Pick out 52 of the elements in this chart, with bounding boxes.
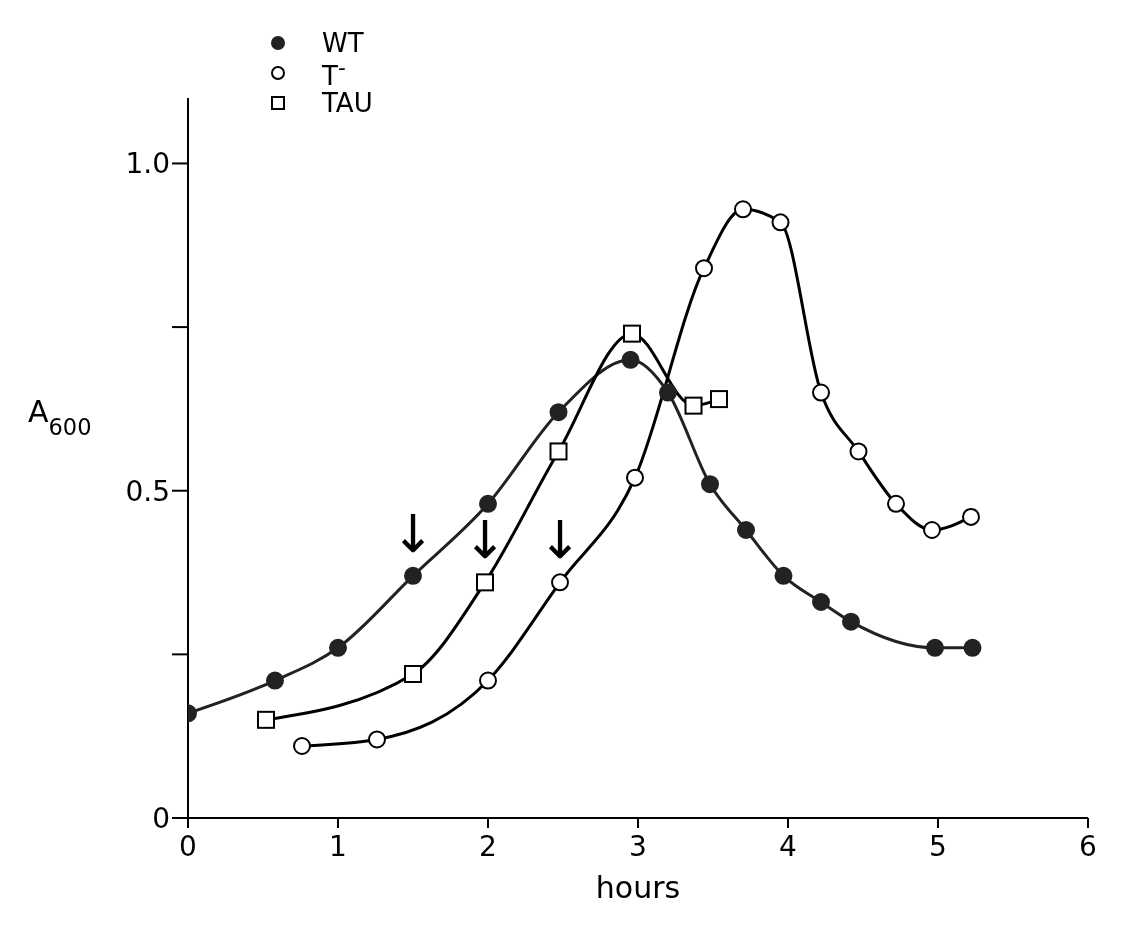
point xyxy=(293,737,311,755)
point xyxy=(266,671,284,690)
point xyxy=(479,671,497,690)
point xyxy=(962,507,980,526)
x-tick-label: 5 xyxy=(929,829,947,863)
point xyxy=(621,350,640,369)
point xyxy=(771,213,790,232)
legend-label: TAU xyxy=(322,88,373,118)
point xyxy=(479,494,497,513)
point xyxy=(549,403,568,422)
x-tick-label: 6 xyxy=(1079,829,1097,863)
point xyxy=(812,593,830,611)
point xyxy=(551,573,569,592)
point xyxy=(710,390,728,409)
point xyxy=(842,612,860,631)
x-axis-title: hours xyxy=(595,870,681,905)
y-axis-title: A$_{600}$ xyxy=(28,394,92,440)
x-tick-label: 3 xyxy=(629,829,647,863)
point xyxy=(368,730,386,749)
point xyxy=(774,566,793,585)
point xyxy=(623,324,641,343)
x-tick-label: 4 xyxy=(779,829,797,863)
point xyxy=(476,573,494,592)
y-tick-label: 0.5 xyxy=(125,474,170,508)
annotation: ↓ xyxy=(463,510,507,571)
point xyxy=(812,383,830,402)
point xyxy=(887,494,905,513)
point xyxy=(626,468,644,487)
point xyxy=(549,442,568,461)
y-tick-label: 0 xyxy=(152,801,170,835)
annotation: ↓ xyxy=(538,510,582,571)
y-tick-label: 1.0 xyxy=(125,147,170,181)
point xyxy=(963,638,982,657)
point xyxy=(926,638,944,657)
point xyxy=(404,566,422,585)
point xyxy=(659,383,677,402)
point xyxy=(923,521,941,539)
point xyxy=(701,475,719,494)
point xyxy=(695,259,713,278)
point xyxy=(257,710,275,729)
point xyxy=(849,442,868,461)
x-tick-label: 0 xyxy=(179,829,197,863)
point xyxy=(737,521,755,539)
annotation: ↓ xyxy=(391,503,435,564)
x-tick-label: 2 xyxy=(479,829,497,863)
point xyxy=(734,200,752,219)
x-tick-label: 1 xyxy=(329,829,347,863)
legend-label: T$^{-}$ xyxy=(322,55,346,91)
point xyxy=(684,396,703,415)
legend-label: WT xyxy=(322,28,364,58)
point xyxy=(329,638,347,657)
point xyxy=(404,665,422,683)
